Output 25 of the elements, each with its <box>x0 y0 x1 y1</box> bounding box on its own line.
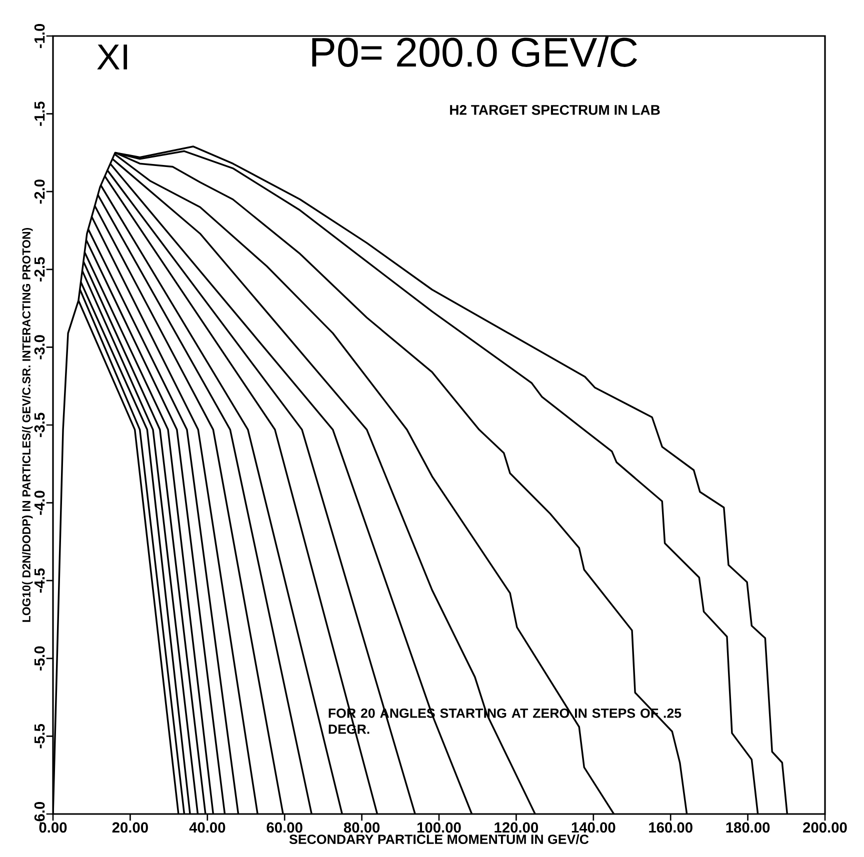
x-tick-label: 60.00 <box>266 822 302 833</box>
y-tick-label: -5.5 <box>34 724 45 748</box>
x-tick-label: 200.00 <box>803 822 847 833</box>
y-tick-label: -4.5 <box>34 568 45 593</box>
annotation: XI <box>97 44 128 70</box>
y-tick-label: -3.0 <box>34 335 45 360</box>
x-tick-label: 180.00 <box>726 822 770 833</box>
y-tick-label: -2.0 <box>34 180 45 204</box>
x-tick-label: 140.00 <box>572 822 616 833</box>
y-tick-label: -4.0 <box>34 490 45 515</box>
x-tick-label: 40.00 <box>189 822 226 833</box>
y-tick-label: -2.5 <box>34 257 45 282</box>
y-tick-label: -3.5 <box>34 412 45 438</box>
x-axis-title: SECONDARY PARTICLE MOMENTUM IN GEV/C <box>289 834 589 844</box>
x-tick-label: 160.00 <box>649 822 692 833</box>
y-tick-label: -5.0 <box>34 646 45 670</box>
x-tick-label: 20.00 <box>112 822 148 833</box>
chart-title: P0= 200.0 GEV/C <box>312 36 637 67</box>
y-tick-label: -1.5 <box>34 102 45 126</box>
x-tick-label: 120.00 <box>494 822 538 833</box>
y-tick-label: -1.0 <box>34 24 45 48</box>
x-tick-label: 80.00 <box>344 822 380 833</box>
text: H2 TARGET SPECTRUM IN LAB <box>450 104 660 115</box>
y-axis-title: LOG10( D2N/DODP) IN PARTICLES/( GEV/C.SR. INTERACTING PROTON) <box>22 228 33 622</box>
x-tick-label: 100.00 <box>417 822 461 833</box>
